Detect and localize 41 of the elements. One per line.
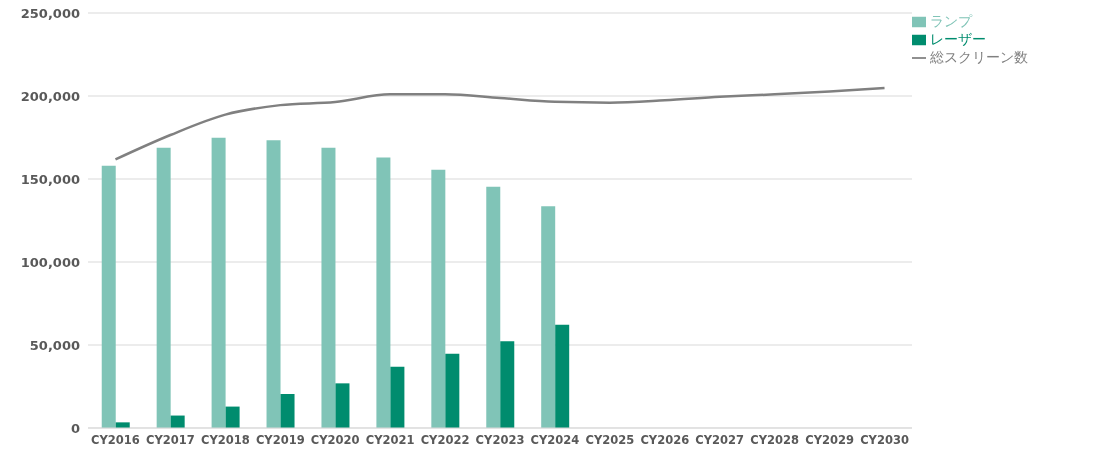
x-tick-label: CY2023 <box>475 433 525 448</box>
x-tick-label: CY2022 <box>420 433 470 448</box>
x-tick-label: CY2017 <box>146 433 195 448</box>
x-tick-label: CY2016 <box>91 433 140 448</box>
y-tick-label: 200,000 <box>20 88 80 104</box>
y-tick-label: 50,000 <box>29 337 80 353</box>
legend-label: ランプ <box>930 13 972 29</box>
x-tick-label: CY2019 <box>255 433 305 448</box>
bar <box>225 406 240 428</box>
line-series <box>114 86 886 161</box>
bar <box>486 186 501 428</box>
y-tick-label: 150,000 <box>20 171 80 187</box>
y-tick-label: 250,000 <box>20 5 80 21</box>
bar <box>555 324 570 428</box>
bar <box>335 383 350 428</box>
x-tick-label: CY2028 <box>750 433 800 448</box>
bar <box>500 341 515 428</box>
x-tick-label: CY2024 <box>530 433 580 448</box>
y-tick-label: 100,000 <box>20 254 80 270</box>
bar <box>431 169 446 428</box>
legend-label: レーザー <box>930 31 986 47</box>
x-tick-label: CY2018 <box>200 433 250 448</box>
bar <box>266 140 281 428</box>
bar <box>156 147 171 428</box>
bar <box>321 147 336 428</box>
bar <box>280 393 295 428</box>
x-tick-label: CY2030 <box>860 433 909 448</box>
x-tick-label: CY2029 <box>805 433 854 448</box>
x-tick-label: CY2027 <box>695 433 745 448</box>
bar <box>101 165 116 428</box>
x-tick-label: CY2021 <box>365 433 415 448</box>
x-tick-label: CY2025 <box>585 433 635 448</box>
bar <box>376 157 391 428</box>
legend-label: 総スクリーン数 <box>930 49 1028 65</box>
bar <box>211 137 226 428</box>
bar <box>390 366 405 428</box>
x-tick-label: CY2026 <box>640 433 690 448</box>
x-tick-label: CY2020 <box>310 433 360 448</box>
bar <box>541 206 556 428</box>
y-tick-label: 0 <box>70 420 80 436</box>
bar <box>445 353 460 428</box>
